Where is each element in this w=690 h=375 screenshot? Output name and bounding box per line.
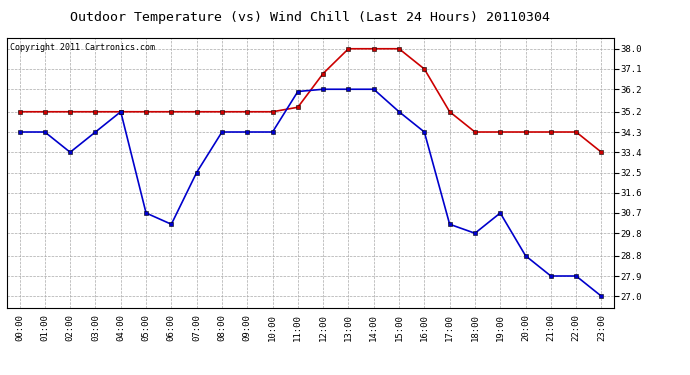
Text: Copyright 2011 Cartronics.com: Copyright 2011 Cartronics.com xyxy=(10,43,155,52)
Text: Outdoor Temperature (vs) Wind Chill (Last 24 Hours) 20110304: Outdoor Temperature (vs) Wind Chill (Las… xyxy=(70,11,551,24)
